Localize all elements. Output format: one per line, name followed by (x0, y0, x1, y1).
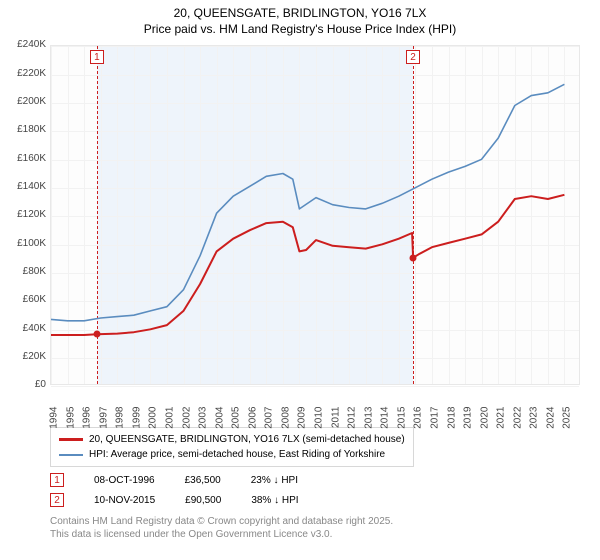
chart-container: 20, QUEENSGATE, BRIDLINGTON, YO16 7LX Pr… (0, 0, 600, 560)
legend-swatch (59, 454, 83, 456)
event-price: £90,500 (185, 495, 221, 506)
x-tick-label: 1998 (115, 407, 126, 437)
x-tick-label: 2022 (512, 407, 523, 437)
y-tick-label: £100K (10, 238, 46, 249)
event-delta: 38% ↓ HPI (251, 495, 298, 506)
y-tick-label: £240K (10, 39, 46, 50)
chart-area: 12 £0£20K£40K£60K£80K£100K£120K£140K£160… (10, 41, 590, 421)
x-tick-label: 2015 (396, 407, 407, 437)
event-vline (413, 46, 414, 384)
x-tick-label: 1999 (131, 407, 142, 437)
y-tick-label: £140K (10, 181, 46, 192)
y-tick-label: £0 (10, 379, 46, 390)
plot-region: 12 (50, 45, 580, 385)
legend-label: HPI: Average price, semi-detached house,… (89, 449, 385, 460)
x-tick-label: 2003 (198, 407, 209, 437)
event-row: 2 10-NOV-2015 £90,500 38% ↓ HPI (50, 493, 590, 507)
x-tick-label: 2021 (496, 407, 507, 437)
x-tick-label: 2019 (463, 407, 474, 437)
x-tick-label: 1994 (49, 407, 60, 437)
x-tick-label: 2010 (314, 407, 325, 437)
x-tick-label: 2014 (380, 407, 391, 437)
x-tick-label: 2004 (214, 407, 225, 437)
x-tick-label: 2000 (148, 407, 159, 437)
footer-line-1: Contains HM Land Registry data © Crown c… (50, 515, 590, 528)
x-tick-label: 2016 (413, 407, 424, 437)
y-tick-label: £200K (10, 96, 46, 107)
x-tick-label: 2025 (562, 407, 573, 437)
footer-line-2: This data is licensed under the Open Gov… (50, 528, 590, 541)
y-tick-label: £180K (10, 124, 46, 135)
x-tick-label: 2002 (181, 407, 192, 437)
x-tick-label: 1996 (82, 407, 93, 437)
title-line-1: 20, QUEENSGATE, BRIDLINGTON, YO16 7LX (10, 6, 590, 22)
x-tick-label: 2023 (529, 407, 540, 437)
event-marker (93, 331, 100, 338)
x-tick-label: 2018 (446, 407, 457, 437)
x-tick-label: 2020 (479, 407, 490, 437)
x-tick-label: 2001 (164, 407, 175, 437)
x-tick-label: 2011 (330, 407, 341, 437)
y-tick-label: £40K (10, 323, 46, 334)
x-tick-label: 2024 (545, 407, 556, 437)
y-tick-label: £220K (10, 68, 46, 79)
event-row: 1 08-OCT-1996 £36,500 23% ↓ HPI (50, 473, 590, 487)
x-tick-label: 1997 (98, 407, 109, 437)
footer-attribution: Contains HM Land Registry data © Crown c… (50, 515, 590, 541)
y-tick-label: £120K (10, 209, 46, 220)
plot-callout-box: 1 (90, 50, 104, 64)
event-price: £36,500 (185, 475, 221, 486)
event-callout-box: 1 (50, 473, 64, 487)
plot-callout-box: 2 (406, 50, 420, 64)
event-date: 08-OCT-1996 (94, 475, 155, 486)
x-tick-label: 2012 (347, 407, 358, 437)
x-tick-label: 2013 (363, 407, 374, 437)
y-tick-label: £160K (10, 153, 46, 164)
legend-item: HPI: Average price, semi-detached house,… (59, 447, 405, 462)
x-tick-label: 2017 (429, 407, 440, 437)
x-tick-label: 2007 (264, 407, 275, 437)
y-tick-label: £80K (10, 266, 46, 277)
title-line-2: Price paid vs. HM Land Registry's House … (10, 22, 590, 38)
event-callout-box: 2 (50, 493, 64, 507)
legend-swatch (59, 438, 83, 441)
event-delta: 23% ↓ HPI (251, 475, 298, 486)
x-tick-label: 2009 (297, 407, 308, 437)
event-date: 10-NOV-2015 (94, 495, 155, 506)
x-tick-label: 1995 (65, 407, 76, 437)
y-tick-label: £60K (10, 294, 46, 305)
event-marker (410, 254, 417, 261)
chart-title: 20, QUEENSGATE, BRIDLINGTON, YO16 7LX Pr… (10, 6, 590, 37)
x-tick-label: 2005 (231, 407, 242, 437)
x-tick-label: 2008 (280, 407, 291, 437)
y-tick-label: £20K (10, 351, 46, 362)
x-tick-label: 2006 (247, 407, 258, 437)
